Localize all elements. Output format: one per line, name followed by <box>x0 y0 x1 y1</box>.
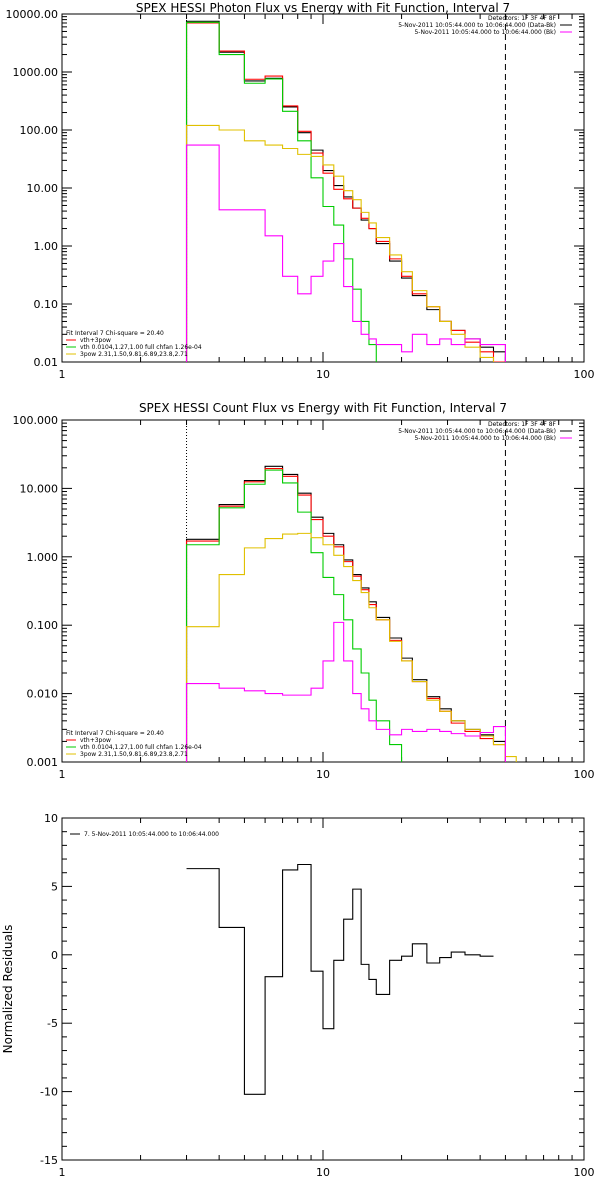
fit-legend-header: Fit Interval 7 Chi-square = 20.40 <box>66 730 164 737</box>
y-tick-label: 10.000 <box>20 482 59 495</box>
series-line-5 <box>185 621 506 762</box>
y-tick-label: 0.10 <box>34 298 59 311</box>
series-line-1 <box>185 20 506 362</box>
x-tick-label: 100 <box>574 768 595 781</box>
series-line-5 <box>185 144 506 362</box>
chart-1: SPEX HESSI Photon Flux vs Energy with Fi… <box>6 1 595 381</box>
legend-text: vth 0.0104,1.27,1.00 full chfan 1.26e-04 <box>80 344 202 351</box>
series-line-4 <box>185 124 495 362</box>
legend-text: 5-Nov-2011 10:05:44.000 to 10:06:44.000 … <box>414 29 556 36</box>
legend-text: 5-Nov-2011 10:05:44.000 to 10:06:44.000 … <box>398 428 556 435</box>
y-tick-label: 5 <box>51 880 58 893</box>
y-tick-label: -5 <box>47 1017 58 1030</box>
chart-3: 1 10 100 10 5 0 -5 -10 -15 Normalized Residuals 7.… <box>1 812 595 1179</box>
series-line-3 <box>185 469 403 762</box>
legend-text: 7. 5-Nov-2011 10:05:44.000 to 10:06:44.0… <box>84 831 219 838</box>
y-tick-label: 10.00 <box>27 182 59 195</box>
y-tick-label: 100.000 <box>13 414 59 427</box>
y-tick-label: 1000.00 <box>13 66 59 79</box>
chart-2: SPEX HESSI Count Flux vs Energy with Fit… <box>13 401 595 781</box>
y-tick-label: 0.01 <box>34 356 59 369</box>
y-tick-label: 0.010 <box>27 688 59 701</box>
series-line-4 <box>185 532 517 762</box>
legend-text: Detectors: 1F 3F 4F 8F <box>488 421 557 428</box>
x-tick-label: 10 <box>316 768 330 781</box>
y-tick-label: 10000.00 <box>6 8 59 21</box>
y-tick-label: 100.00 <box>20 124 59 137</box>
legend-text: Detectors: 1F 3F 4F 8F <box>488 15 557 22</box>
series-line-2 <box>185 468 506 762</box>
x-tick-label: 100 <box>574 1166 595 1179</box>
fit-legend-header: Fit Interval 7 Chi-square = 20.40 <box>66 330 164 337</box>
y-tick-label: 1.000 <box>27 551 59 564</box>
legend-text: vth 0.0104,1.27,1.00 full chfan 1.26e-04 <box>80 744 202 751</box>
x-tick-label: 100 <box>574 368 595 381</box>
series-line-3 <box>185 21 377 362</box>
y-tick-label: -15 <box>40 1154 58 1167</box>
legend-text: vth+3pow <box>80 337 111 344</box>
legend-text: 3pow 2.31,1.50,9.81,6.89,23.8,2.71 <box>80 351 188 358</box>
series-line-2 <box>185 22 506 362</box>
x-tick-label: 10 <box>316 1166 330 1179</box>
y-tick-label: 10 <box>44 812 58 825</box>
series-line-1 <box>185 465 506 762</box>
x-tick-label: 10 <box>316 368 330 381</box>
y-tick-label: 0 <box>51 949 58 962</box>
legend-text: 5-Nov-2011 10:05:44.000 to 10:06:44.000 … <box>414 435 556 442</box>
series-group <box>186 863 494 1095</box>
chart-title: SPEX HESSI Photon Flux vs Energy with Fi… <box>136 1 510 15</box>
chart-title: SPEX HESSI Count Flux vs Energy with Fit… <box>139 401 507 415</box>
y-tick-label: 1.00 <box>34 240 59 253</box>
x-tick-label: 1 <box>59 768 66 781</box>
legend-text: 3pow 2.31,1.50,9.81,6.89,23.8,2.71 <box>80 751 188 758</box>
y-tick-label: 0.100 <box>27 619 59 632</box>
x-tick-label: 1 <box>59 368 66 381</box>
y-tick-label: 0.001 <box>27 756 59 769</box>
legend-text: 5-Nov-2011 10:05:44.000 to 10:06:44.000 … <box>398 22 556 29</box>
legend-text: vth+3pow <box>80 737 111 744</box>
x-tick-label: 1 <box>59 1166 66 1179</box>
series-group <box>185 465 517 762</box>
y-tick-label: -10 <box>40 1086 58 1099</box>
series-group <box>185 20 506 362</box>
series-line-1 <box>186 863 494 1095</box>
y-axis-label: Normalized Residuals <box>1 925 15 1054</box>
